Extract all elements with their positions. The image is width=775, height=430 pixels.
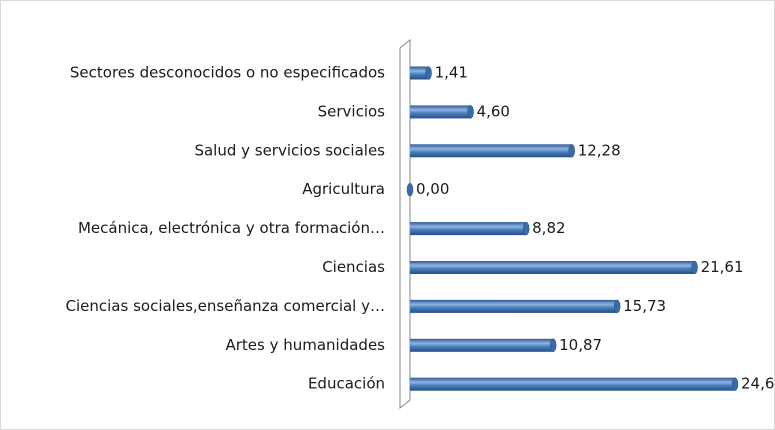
axis-wall xyxy=(399,38,411,410)
bar-cap xyxy=(467,105,474,119)
bar-cap xyxy=(425,66,432,80)
bar-cap xyxy=(691,260,698,275)
category-label: Mecánica, electrónica y otra formación… xyxy=(78,219,385,237)
bar xyxy=(410,299,618,313)
bar xyxy=(410,66,429,80)
category-label: Ciencias xyxy=(322,258,385,276)
bar xyxy=(410,105,471,119)
value-label: 21,61 xyxy=(701,258,744,276)
category-label: Agricultura xyxy=(302,180,385,198)
bar-cap xyxy=(522,221,530,236)
value-label: 12,28 xyxy=(578,141,621,159)
bar-cap xyxy=(406,182,414,197)
value-label: 10,87 xyxy=(559,336,602,354)
bar-cap xyxy=(731,377,739,391)
category-label: Educación xyxy=(308,375,385,393)
bar-cap xyxy=(549,338,557,353)
value-label: 0,00 xyxy=(416,180,449,198)
category-label: Servicios xyxy=(318,102,386,120)
category-label: Salud y servicios sociales xyxy=(194,141,385,159)
bar xyxy=(410,338,554,352)
category-label: Sectores desconocidos o no especificados xyxy=(70,64,385,82)
bar xyxy=(410,377,735,391)
bar xyxy=(410,261,695,274)
bar xyxy=(410,144,572,158)
value-label: 8,82 xyxy=(532,219,565,237)
value-label: 15,73 xyxy=(623,297,666,315)
value-label: 4,60 xyxy=(477,102,510,120)
bar xyxy=(410,222,527,236)
bar-cap xyxy=(568,144,575,158)
bar-cap xyxy=(613,299,621,314)
category-label: Artes y humanidades xyxy=(225,336,385,354)
value-label: 1,41 xyxy=(435,64,468,82)
value-label: 24,68 xyxy=(741,375,775,393)
category-label: Ciencias sociales,enseñanza comercial y… xyxy=(66,297,385,315)
